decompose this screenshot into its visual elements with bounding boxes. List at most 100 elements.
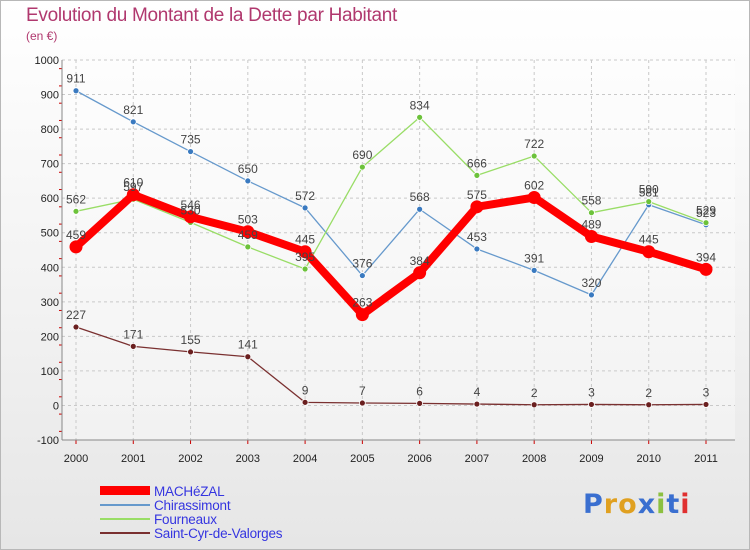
plot-area [62, 60, 735, 440]
data-point [358, 163, 366, 171]
data-point [584, 230, 598, 244]
data-point [530, 401, 538, 409]
data-label: 384 [410, 254, 430, 268]
data-point [126, 188, 140, 202]
data-label: 445 [295, 233, 315, 247]
data-label: 141 [238, 338, 258, 352]
data-point [413, 266, 427, 280]
data-label: 911 [66, 72, 85, 86]
proxiti-logo: Proxiti [583, 489, 691, 520]
y-tick-label: 600 [41, 193, 59, 205]
data-label: 546 [181, 198, 201, 212]
data-label: 2 [531, 386, 538, 400]
data-label: 155 [181, 333, 201, 347]
logo-letter: x [637, 489, 657, 520]
data-point [473, 245, 481, 253]
data-label: 320 [581, 276, 601, 290]
data-label: 562 [66, 192, 86, 206]
legend-swatch [100, 532, 150, 534]
x-tick-label: 2011 [694, 453, 718, 465]
data-label: 834 [410, 98, 430, 112]
data-point [645, 401, 653, 409]
logo-letter: P [583, 489, 604, 520]
data-label: 7 [359, 384, 366, 398]
y-tick-label: 500 [41, 228, 59, 240]
data-point [298, 245, 312, 259]
data-point [129, 342, 137, 350]
data-point [416, 399, 424, 407]
data-label: 376 [352, 257, 372, 271]
data-point [301, 398, 309, 406]
x-tick-label: 2006 [407, 453, 431, 465]
data-point [72, 207, 80, 215]
x-tick-label: 2004 [293, 453, 317, 465]
x-tick-label: 2000 [64, 453, 88, 465]
data-label: 572 [295, 189, 315, 203]
data-label: 666 [467, 156, 487, 170]
data-label: 581 [639, 186, 659, 200]
logo-letter: o [618, 489, 638, 520]
x-tick-label: 2007 [465, 453, 489, 465]
data-label: 821 [123, 103, 143, 117]
x-tick-label: 2010 [636, 453, 660, 465]
data-point [72, 323, 80, 331]
y-tick-label: 1000 [35, 55, 59, 67]
data-point [530, 152, 538, 160]
x-tick-label: 2001 [121, 453, 145, 465]
legend-label: MACHéZAL [154, 484, 225, 499]
data-point [187, 348, 194, 356]
data-label: 690 [352, 148, 372, 162]
data-label: 2 [645, 386, 652, 400]
y-tick-label: -100 [37, 435, 59, 447]
data-point [241, 225, 255, 239]
data-label: 395 [295, 250, 315, 264]
y-tick-label: 200 [41, 331, 59, 343]
data-label: 558 [581, 194, 601, 208]
data-label: 602 [524, 178, 544, 192]
data-label: 489 [581, 218, 601, 232]
data-point [301, 265, 309, 273]
x-tick-label: 2003 [236, 453, 260, 465]
data-point [358, 399, 366, 407]
data-point [355, 308, 369, 322]
series-line-1 [75, 90, 707, 296]
series-line-2 [75, 116, 707, 270]
data-label: 568 [410, 190, 430, 204]
data-label: 722 [524, 137, 544, 151]
data-point [129, 118, 137, 126]
y-tick-label: 400 [41, 262, 59, 274]
data-label: 4 [474, 385, 481, 399]
data-point [416, 205, 424, 213]
legend-swatch [100, 518, 150, 520]
data-label: 227 [66, 308, 86, 322]
data-label: 459 [66, 228, 86, 242]
data-point [187, 148, 194, 155]
data-label: 453 [467, 230, 487, 244]
legend-label: Saint-Cyr-de-Valorges [154, 526, 283, 541]
data-label: 394 [696, 250, 716, 264]
data-point [301, 204, 309, 212]
data-label: 597 [123, 180, 143, 194]
data-point [588, 209, 595, 217]
y-tick-label: 0 [53, 400, 59, 412]
chart-title: Evolution du Montant de la Dette par Hab… [26, 5, 397, 26]
data-label: 171 [123, 327, 143, 341]
y-tick-label: 700 [41, 159, 59, 171]
data-point [527, 190, 541, 204]
logo-letter: i [680, 489, 691, 520]
data-point [69, 240, 83, 254]
data-label: 503 [238, 213, 258, 227]
data-label: 523 [696, 206, 716, 220]
logo-letter: t [666, 489, 681, 520]
x-tick-label: 2009 [579, 453, 603, 465]
data-point [699, 262, 713, 276]
data-label: 445 [639, 233, 659, 247]
logo-letter: r [603, 489, 619, 520]
x-tick-label: 2005 [350, 453, 374, 465]
legend-label: Chirassimont [154, 498, 231, 513]
data-label: 735 [181, 133, 201, 147]
data-label: 6 [416, 384, 423, 398]
data-point [642, 245, 656, 259]
